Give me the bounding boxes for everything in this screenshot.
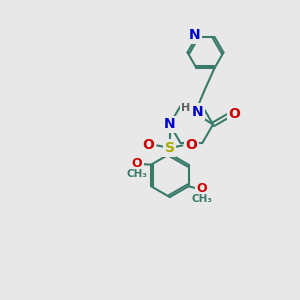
- Text: O: O: [142, 138, 154, 152]
- Text: CH₃: CH₃: [191, 194, 212, 204]
- Text: H: H: [182, 103, 190, 113]
- Text: O: O: [185, 138, 197, 152]
- Text: N: N: [189, 28, 201, 42]
- Text: O: O: [229, 107, 241, 121]
- Text: N: N: [164, 118, 175, 131]
- Text: CH₃: CH₃: [126, 169, 147, 179]
- Text: N: N: [192, 105, 203, 118]
- Text: S: S: [165, 141, 175, 155]
- Text: O: O: [197, 182, 207, 195]
- Text: O: O: [131, 157, 142, 170]
